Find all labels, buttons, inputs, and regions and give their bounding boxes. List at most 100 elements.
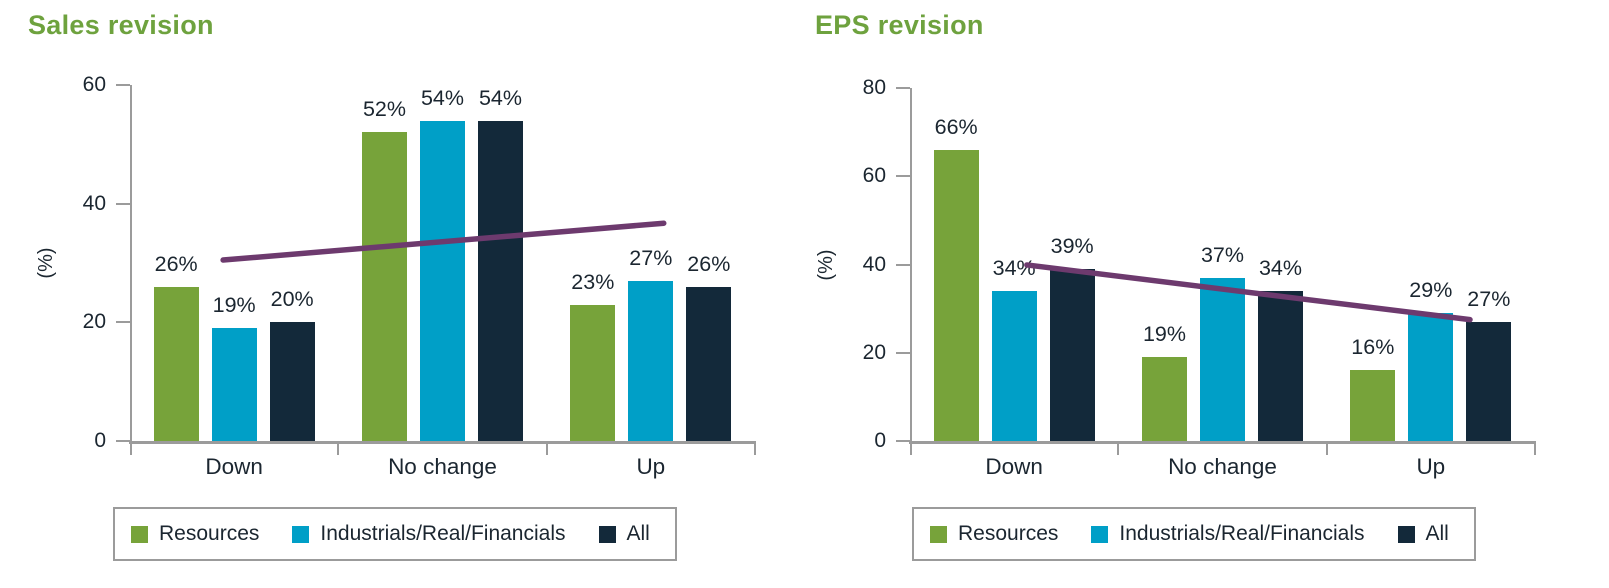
y-tick-label: 0 xyxy=(94,429,106,452)
bar-all xyxy=(1466,321,1512,441)
legend-swatch xyxy=(292,525,310,543)
x-category-label: Up xyxy=(636,454,666,479)
y-tick-label: 20 xyxy=(82,310,106,334)
bar-value-label: 54% xyxy=(420,85,465,110)
legend-label: All xyxy=(1425,522,1449,545)
legend-item: All xyxy=(598,522,650,546)
bar-value-label: 34% xyxy=(992,255,1036,280)
bar-value-label: 29% xyxy=(1409,278,1453,303)
bar-value-label: 66% xyxy=(934,114,978,139)
y-tick-label: 60 xyxy=(82,73,106,96)
bar-value-label: 26% xyxy=(154,251,198,276)
eps-plot-area: 0 20 40 60 80 (%) 66% 34% 39% Down 19% 37% 34% No cha… xyxy=(815,76,1536,479)
legend-item: Industrials/Real/Financials xyxy=(1091,522,1365,546)
x-tick-mark xyxy=(337,441,340,455)
eps-chart-title: EPS revision xyxy=(815,10,984,40)
bar-all xyxy=(1258,290,1303,441)
y-axis-line xyxy=(910,88,912,455)
bar-value-label: 27% xyxy=(1467,286,1511,311)
legend-item: All xyxy=(1397,522,1449,546)
bar-value-label: 20% xyxy=(270,287,314,312)
bar-value-label: 26% xyxy=(687,251,731,276)
x-tick-mark xyxy=(545,441,548,455)
y-tick-mark xyxy=(116,321,130,324)
bar-value-label: 52% xyxy=(362,97,407,122)
x-tick-mark xyxy=(1117,441,1120,455)
bar-value-label: 39% xyxy=(1050,233,1094,258)
x-tick-mark xyxy=(754,441,756,455)
y-tick-mark xyxy=(896,263,910,266)
trend-line xyxy=(1024,262,1473,323)
y-tick-mark xyxy=(896,351,910,354)
y-tick-label: 40 xyxy=(862,252,886,276)
legend-item: Industrials/Real/Financials xyxy=(292,522,566,546)
legend-label: Industrials/Real/Financials xyxy=(1119,522,1365,545)
x-axis-line xyxy=(129,441,756,444)
bar-industrials-real-financials xyxy=(991,290,1037,441)
bar-industrials-real-financials xyxy=(420,120,465,441)
y-tick-mark xyxy=(896,440,910,442)
bar-industrials-real-financials xyxy=(628,280,674,441)
bar-value-label: 23% xyxy=(571,269,615,294)
bar-value-label: 16% xyxy=(1351,335,1395,360)
x-axis-line xyxy=(909,441,1536,444)
eps-revision-panel: EPS revision 0 20 40 60 80 (%) 66% 34% 39% Down 19… xyxy=(787,0,1587,588)
sales-plot-area: 0 20 40 60 (%) 26% 19% 20% Down 52% 54% 54% No chang… xyxy=(35,73,756,479)
y-axis-line xyxy=(130,85,132,455)
x-tick-mark xyxy=(1325,441,1328,455)
y-tick-label: 80 xyxy=(862,76,886,99)
y-tick-label: 40 xyxy=(82,191,106,215)
bar-resources xyxy=(1350,370,1396,441)
bar-value-label: 34% xyxy=(1258,255,1303,280)
trend-line xyxy=(220,220,667,263)
bar-industrials-real-financials xyxy=(211,328,257,441)
y-tick-mark xyxy=(896,175,910,178)
bar-value-label: 27% xyxy=(629,245,673,270)
legend-label: Industrials/Real/Financials xyxy=(320,522,566,545)
y-tick-label: 20 xyxy=(862,340,886,364)
bar-value-label: 19% xyxy=(1142,322,1187,347)
bar-value-label: 19% xyxy=(212,293,256,318)
y-axis-title: (%) xyxy=(35,247,57,279)
bar-resources xyxy=(570,304,616,441)
bar-all xyxy=(269,322,315,441)
legend-label: All xyxy=(626,522,650,545)
y-tick-mark xyxy=(116,202,130,205)
legend-swatch xyxy=(131,525,148,543)
x-tick-mark xyxy=(1534,441,1536,455)
x-category-label: Down xyxy=(985,454,1043,479)
bar-all xyxy=(1049,268,1095,441)
legend-swatch xyxy=(598,525,616,543)
x-category-label: No change xyxy=(1168,454,1277,479)
x-category-label: No change xyxy=(388,454,497,479)
y-tick-mark xyxy=(896,87,910,89)
bar-industrials-real-financials xyxy=(1408,313,1454,441)
legend-item: Resources xyxy=(131,522,259,546)
legend-swatch xyxy=(1091,525,1109,543)
x-category-label: Up xyxy=(1416,454,1446,479)
bar-resources xyxy=(933,149,979,441)
bar-value-label: 54% xyxy=(478,85,523,110)
bar-value-label: 37% xyxy=(1200,242,1245,267)
bar-industrials-real-financials xyxy=(1200,277,1245,441)
eps-legend: Resources Industrials/Real/Financials All xyxy=(912,507,1476,561)
sales-revision-panel: Sales revision 0 20 40 60 (%) 26% 19% 20% Down 52… xyxy=(0,0,800,588)
y-tick-label: 0 xyxy=(874,429,886,452)
x-category-label: Down xyxy=(205,454,263,479)
sales-chart-title: Sales revision xyxy=(28,10,214,40)
y-tick-mark xyxy=(116,84,130,86)
legend-swatch xyxy=(930,525,947,543)
bar-all xyxy=(686,286,732,441)
sales-legend: Resources Industrials/Real/Financials All xyxy=(113,507,677,561)
legend-swatch xyxy=(1397,525,1415,543)
bar-resources xyxy=(362,132,407,441)
bar-resources xyxy=(153,286,199,441)
legend-item: Resources xyxy=(930,522,1058,546)
y-tick-mark xyxy=(116,440,130,442)
bar-resources xyxy=(1142,357,1187,441)
y-axis-title: (%) xyxy=(815,248,837,281)
legend-label: Resources xyxy=(958,522,1059,545)
bar-all xyxy=(478,120,523,441)
y-tick-label: 60 xyxy=(862,164,886,188)
